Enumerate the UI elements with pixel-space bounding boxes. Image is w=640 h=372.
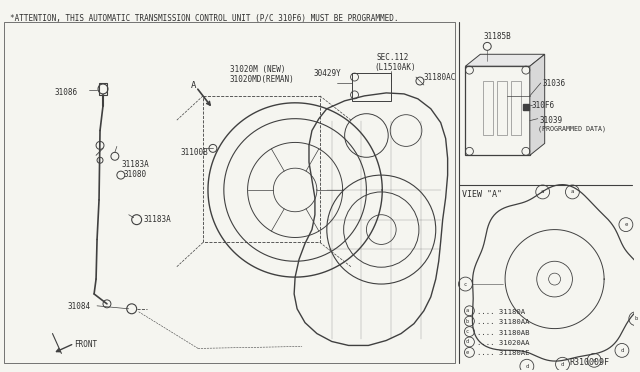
Text: 31080: 31080 [124,170,147,179]
Text: (PROGRAMMED DATA): (PROGRAMMED DATA) [538,126,605,132]
Text: d: d [561,362,564,367]
Text: d: d [620,348,623,353]
Bar [483,81,493,135]
Text: a: a [541,189,545,195]
Text: 31183A: 31183A [143,215,172,224]
Text: 31039: 31039 [540,116,563,125]
Polygon shape [523,104,529,110]
Text: .... 31180AE: .... 31180AE [477,350,530,356]
Text: b: b [466,319,469,324]
Text: d: d [525,364,529,369]
Text: 31100B: 31100B [180,148,208,157]
Bar [497,81,507,135]
Bar [99,83,107,95]
Text: d: d [466,340,469,344]
Text: b: b [634,316,637,321]
Text: 31020M (NEW): 31020M (NEW) [230,65,285,74]
Bar [203,96,320,243]
Text: VIEW "A": VIEW "A" [463,190,502,199]
Bar [465,66,530,155]
Text: e: e [624,222,627,227]
Text: SEC.112: SEC.112 [376,53,409,62]
Bar [511,81,521,135]
Text: .... 31180AA: .... 31180AA [477,319,530,325]
Text: 31180AC: 31180AC [424,73,456,82]
Text: *ATTENTION, THIS AUTOMATIC TRANSMISSION CONTROL UNIT (P/C 310F6) MUST BE PROGRAM: *ATTENTION, THIS AUTOMATIC TRANSMISSION … [10,14,399,23]
Bar [351,73,391,101]
Text: c: c [464,282,467,286]
Text: 31084: 31084 [67,302,90,311]
Text: .... 31020AA: .... 31020AA [477,340,530,346]
Bar [4,22,454,363]
Text: A: A [191,81,196,90]
Text: 31020MD(REMAN): 31020MD(REMAN) [230,75,294,84]
Text: .... 31180AB: .... 31180AB [477,330,530,336]
Text: a: a [466,308,469,313]
Text: 30429Y: 30429Y [314,69,342,78]
Text: a: a [571,189,574,195]
Text: R310009F: R310009F [570,358,609,367]
Text: 31036: 31036 [543,79,566,88]
Text: d: d [593,358,596,363]
Text: 31086: 31086 [54,88,77,97]
Text: .... 31180A: .... 31180A [477,309,525,315]
Text: e: e [466,350,469,355]
Text: FRONT: FRONT [74,340,97,349]
Text: (L1510AK): (L1510AK) [374,63,416,72]
Polygon shape [465,54,545,66]
Polygon shape [530,54,545,155]
Text: c: c [466,329,469,334]
Text: 310F6: 310F6 [532,101,555,110]
Text: 31183A: 31183A [122,160,150,169]
Text: 31185B: 31185B [483,32,511,41]
